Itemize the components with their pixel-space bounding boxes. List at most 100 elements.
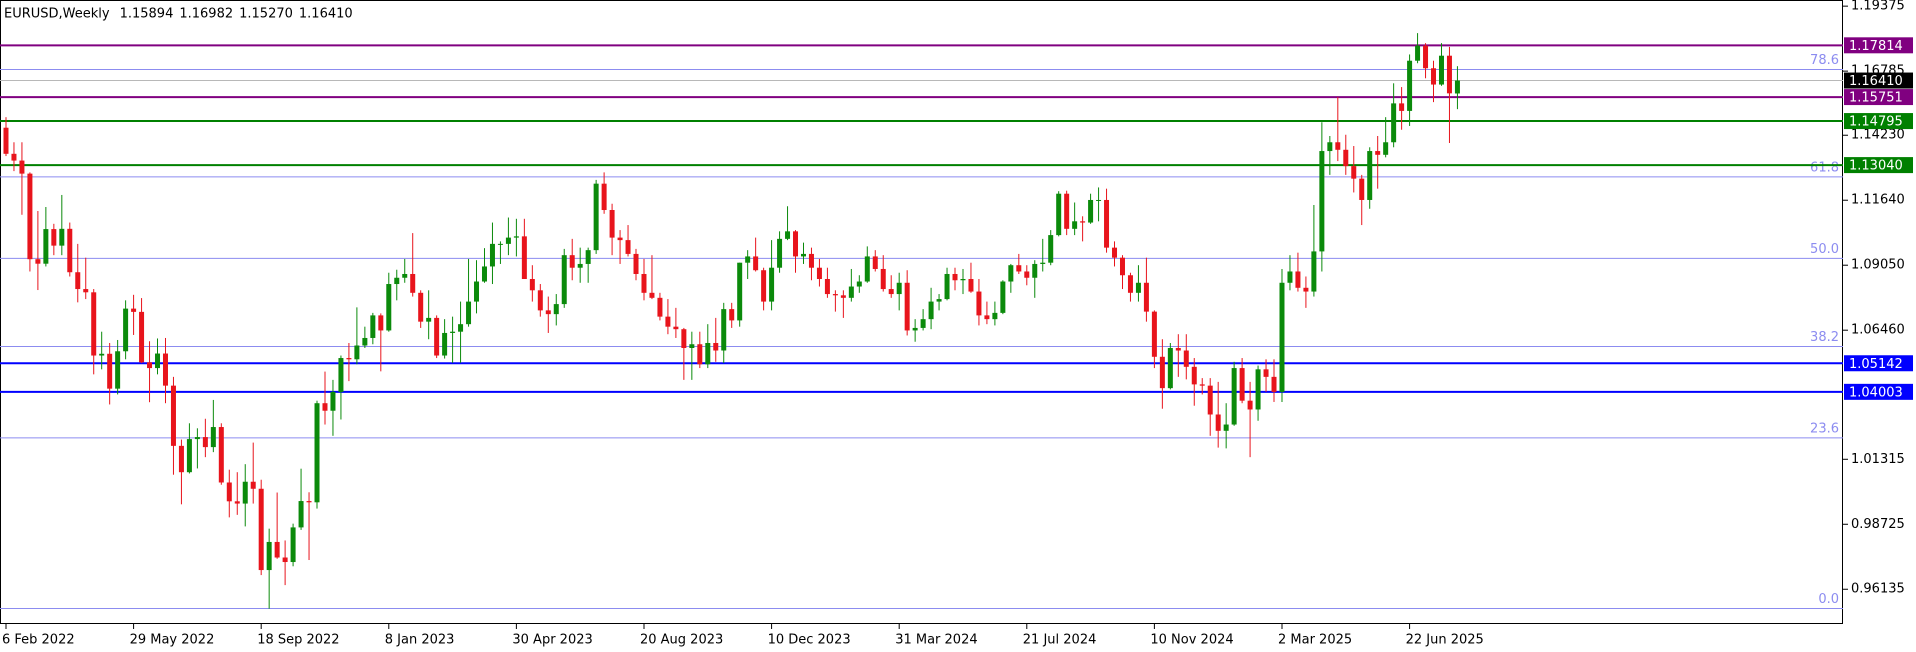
candle-body bbox=[513, 236, 519, 238]
candle-body bbox=[1199, 384, 1205, 386]
candle-body bbox=[912, 327, 918, 331]
candle-body bbox=[67, 228, 73, 273]
candle-body bbox=[131, 308, 137, 312]
x-tick-label: 29 May 2022 bbox=[130, 633, 215, 648]
candle-body bbox=[1096, 199, 1102, 201]
candle-body bbox=[1119, 257, 1125, 276]
x-tick-label: 8 Jan 2023 bbox=[385, 633, 455, 648]
x-tick-label: 30 Apr 2023 bbox=[512, 633, 592, 648]
candle-body bbox=[1351, 166, 1357, 179]
candle-body bbox=[1431, 68, 1437, 85]
candle-body bbox=[1135, 282, 1141, 293]
price-box bbox=[1844, 355, 1913, 372]
candle-body bbox=[769, 267, 775, 302]
candle-body bbox=[864, 256, 870, 282]
candle-body bbox=[920, 319, 926, 328]
candle-body bbox=[186, 439, 192, 473]
candle-body bbox=[1327, 142, 1333, 152]
candle-body bbox=[1008, 265, 1014, 282]
candle-body bbox=[952, 273, 958, 281]
candle-body bbox=[1143, 282, 1149, 312]
price-box bbox=[1844, 89, 1913, 106]
candle-body bbox=[426, 317, 432, 322]
candle-body bbox=[266, 541, 272, 571]
candle-body bbox=[1391, 103, 1397, 143]
candle-body bbox=[466, 301, 472, 325]
candle-body bbox=[1223, 424, 1229, 431]
candle-body bbox=[402, 273, 408, 278]
x-tick-label: 2 Mar 2025 bbox=[1278, 633, 1352, 648]
candle-body bbox=[370, 315, 376, 338]
candle-body bbox=[561, 255, 567, 305]
candle-body bbox=[410, 273, 416, 293]
plot-frame bbox=[0, 0, 1843, 624]
candle-body bbox=[585, 250, 591, 264]
candle-body bbox=[1080, 221, 1086, 223]
candle-body bbox=[1415, 45, 1421, 61]
candle-body bbox=[808, 253, 814, 268]
candle-body bbox=[3, 127, 9, 154]
candle-body bbox=[346, 358, 352, 360]
candle-body bbox=[625, 240, 631, 254]
fib-label: 0.0 bbox=[1818, 592, 1839, 607]
candle-body bbox=[569, 255, 575, 268]
candle-body bbox=[992, 312, 998, 320]
candle-body bbox=[1159, 356, 1165, 389]
header-close: 1.16410 bbox=[299, 7, 353, 22]
candle-body bbox=[1263, 369, 1269, 377]
candle-body bbox=[657, 297, 663, 317]
x-tick-label: 20 Aug 2023 bbox=[640, 633, 723, 648]
price-box bbox=[1844, 113, 1913, 130]
candle-body bbox=[1359, 178, 1365, 200]
y-tick-label: 1.11640 bbox=[1851, 193, 1905, 208]
candle-body bbox=[1167, 348, 1173, 389]
y-tick-label: 1.09050 bbox=[1851, 258, 1905, 273]
candle-body bbox=[1271, 376, 1277, 392]
candle-body bbox=[1048, 235, 1054, 263]
candle-body bbox=[824, 279, 830, 295]
candle-body bbox=[394, 277, 400, 285]
price-box-label: 1.14795 bbox=[1849, 115, 1903, 130]
candle-body bbox=[609, 210, 615, 238]
candle-body bbox=[785, 231, 791, 239]
candle-body bbox=[537, 290, 543, 311]
candle-body bbox=[386, 284, 392, 331]
price-box-label: 1.15751 bbox=[1849, 91, 1903, 106]
candle-body bbox=[1175, 348, 1181, 351]
candle-body bbox=[99, 353, 105, 356]
candle-body bbox=[1383, 142, 1389, 155]
price-box-label: 1.13040 bbox=[1849, 159, 1903, 174]
candle-body bbox=[194, 437, 200, 440]
y-tick-label: 1.14230 bbox=[1851, 128, 1905, 143]
candle-body bbox=[545, 310, 551, 315]
candle-body bbox=[848, 286, 854, 298]
candle-body bbox=[458, 324, 464, 332]
fib-label: 38.2 bbox=[1810, 330, 1839, 345]
candle-body bbox=[11, 153, 17, 161]
price-box-label: 1.16410 bbox=[1849, 74, 1903, 89]
candle-body bbox=[1399, 103, 1405, 111]
candle-body bbox=[1454, 80, 1460, 94]
candle-body bbox=[234, 501, 240, 504]
candle-body bbox=[1151, 311, 1157, 357]
candle-body bbox=[521, 236, 527, 280]
price-box-label: 1.04003 bbox=[1849, 385, 1903, 400]
y-tick-label: 0.96135 bbox=[1851, 582, 1905, 597]
candle-body bbox=[1375, 151, 1381, 155]
x-tick-label: 31 Mar 2024 bbox=[895, 633, 977, 648]
candle-body bbox=[155, 353, 161, 369]
x-tick-label: 10 Nov 2024 bbox=[1150, 633, 1233, 648]
price-box bbox=[1844, 383, 1913, 400]
candle-body bbox=[242, 481, 248, 504]
candle-body bbox=[1000, 281, 1006, 313]
candle-body bbox=[282, 557, 288, 563]
candle-body bbox=[1407, 60, 1413, 111]
candle-body bbox=[1247, 400, 1253, 410]
candle-body bbox=[75, 272, 81, 290]
y-tick-label: 1.01315 bbox=[1851, 452, 1905, 467]
candle-body bbox=[880, 268, 886, 290]
candle-body bbox=[1438, 55, 1444, 85]
candle-body bbox=[162, 353, 168, 386]
candle-body bbox=[338, 358, 344, 392]
candle-body bbox=[1064, 193, 1070, 229]
